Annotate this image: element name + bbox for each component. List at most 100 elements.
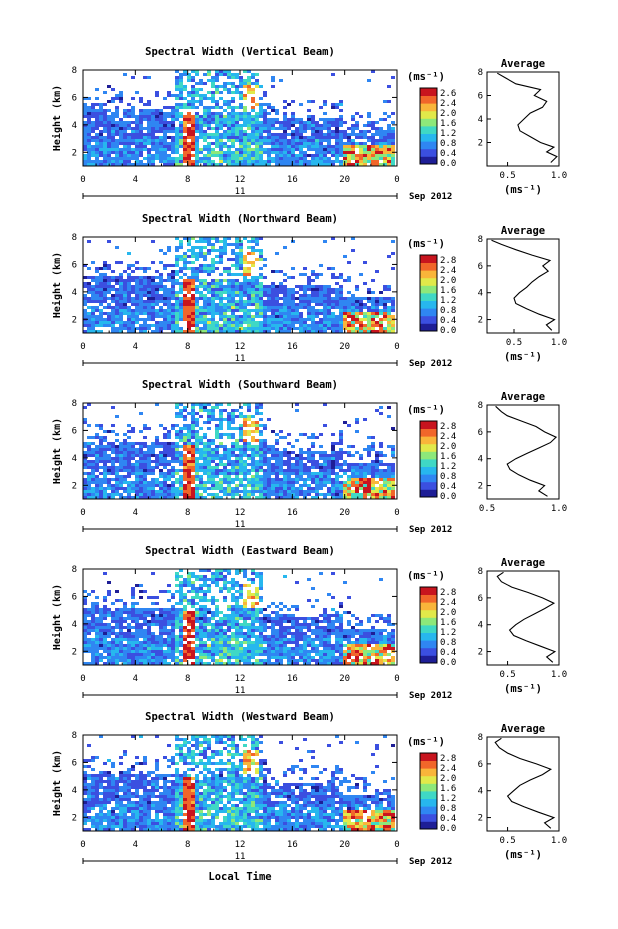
heatmap-cell xyxy=(323,309,327,312)
heatmap-cell xyxy=(211,581,215,584)
heatmap-cell xyxy=(251,133,255,136)
heatmap-cell xyxy=(251,97,255,100)
heatmap-cell xyxy=(95,112,99,115)
heatmap-cell xyxy=(199,484,203,487)
heatmap-cell xyxy=(139,460,143,463)
heatmap-cell xyxy=(339,151,343,154)
heatmap-cell xyxy=(259,315,263,318)
heatmap-cell xyxy=(339,481,343,484)
heatmap-cell xyxy=(127,469,131,472)
heatmap-cell xyxy=(235,163,239,166)
heatmap-cell xyxy=(183,97,187,100)
heatmap-cell xyxy=(279,145,283,148)
heatmap-cell xyxy=(275,142,279,145)
heatmap-cell xyxy=(131,427,135,430)
heatmap-cell xyxy=(239,136,243,139)
heatmap-cell xyxy=(331,303,335,306)
heatmap-cell xyxy=(167,136,171,139)
heatmap-cell xyxy=(155,442,159,445)
heatmap-cell xyxy=(155,445,159,448)
heatmap-cell xyxy=(87,466,91,469)
heatmap-cell xyxy=(87,154,91,157)
heatmap-cell xyxy=(187,73,191,76)
heatmap-cell xyxy=(275,487,279,490)
heatmap-cell xyxy=(371,154,375,157)
heatmap-cell xyxy=(151,300,155,303)
heatmap-cell xyxy=(291,496,295,499)
heatmap-cell xyxy=(255,258,259,261)
heatmap-cell xyxy=(191,130,195,133)
heatmap-cell xyxy=(287,291,291,294)
heatmap-cell xyxy=(135,318,139,321)
heatmap-cell xyxy=(199,469,203,472)
heatmap-cell xyxy=(215,608,219,611)
heatmap-cell xyxy=(179,330,183,333)
heatmap-cell xyxy=(215,433,219,436)
heatmap-cell xyxy=(187,318,191,321)
heatmap-cell xyxy=(203,321,207,324)
heatmap-cell xyxy=(367,321,371,324)
heatmap-cell xyxy=(91,109,95,112)
heatmap-cell xyxy=(171,160,175,163)
heatmap-cell xyxy=(315,312,319,315)
heatmap-cell xyxy=(163,97,167,100)
heatmap-cell xyxy=(287,466,291,469)
heatmap-cell xyxy=(327,151,331,154)
date-month-label: Sep 2012 xyxy=(409,192,452,202)
heatmap-cell xyxy=(223,291,227,294)
heatmap-cell xyxy=(335,484,339,487)
heatmap-cell xyxy=(223,418,227,421)
heatmap-cell xyxy=(307,327,311,330)
heatmap-cell xyxy=(123,136,127,139)
heatmap-cell xyxy=(179,593,183,596)
heatmap-cell xyxy=(299,484,303,487)
heatmap-cell xyxy=(239,255,243,258)
heatmap-cell xyxy=(227,160,231,163)
heatmap-cell xyxy=(195,475,199,478)
heatmap-cell xyxy=(343,151,347,154)
heatmap-cell xyxy=(135,463,139,466)
heatmap-cell xyxy=(99,291,103,294)
heatmap-cell xyxy=(371,297,375,300)
heatmap-cell xyxy=(291,267,295,270)
heatmap-cell xyxy=(191,127,195,130)
heatmap-cell xyxy=(343,255,347,258)
heatmap-cell xyxy=(251,421,255,424)
heatmap-cell xyxy=(331,133,335,136)
heatmap-cell xyxy=(239,412,243,415)
heatmap-cell xyxy=(159,469,163,472)
heatmap-cell xyxy=(307,469,311,472)
heatmap-cell xyxy=(123,73,127,76)
heatmap-cell xyxy=(259,267,263,270)
heatmap-cell xyxy=(143,457,147,460)
x-tick-label: 8 xyxy=(185,342,190,352)
heatmap-cell xyxy=(355,312,359,315)
heatmap-cell xyxy=(391,445,395,448)
heatmap-cell xyxy=(119,97,123,100)
heatmap-cell xyxy=(275,324,279,327)
heatmap-cell xyxy=(219,160,223,163)
heatmap-cell xyxy=(99,300,103,303)
heatmap-cell xyxy=(251,73,255,76)
heatmap-cell xyxy=(279,436,283,439)
heatmap-cell xyxy=(135,282,139,285)
heatmap-cell xyxy=(283,460,287,463)
heatmap-cell xyxy=(303,157,307,160)
heatmap-cell xyxy=(207,306,211,309)
heatmap-cell xyxy=(115,454,119,457)
heatmap-cell xyxy=(259,303,263,306)
heatmap-cell xyxy=(287,315,291,318)
heatmap-cell xyxy=(171,312,175,315)
heatmap-cell xyxy=(83,596,87,599)
heatmap-cell xyxy=(271,327,275,330)
heatmap-cell xyxy=(227,303,231,306)
heatmap-cell xyxy=(235,279,239,282)
heatmap-cell xyxy=(219,490,223,493)
heatmap-cell xyxy=(211,154,215,157)
heatmap-cell xyxy=(299,324,303,327)
heatmap-cell xyxy=(239,415,243,418)
heatmap-cell xyxy=(99,330,103,333)
heatmap-cell xyxy=(283,575,287,578)
heatmap-cell xyxy=(147,469,151,472)
heatmap-cell xyxy=(123,142,127,145)
